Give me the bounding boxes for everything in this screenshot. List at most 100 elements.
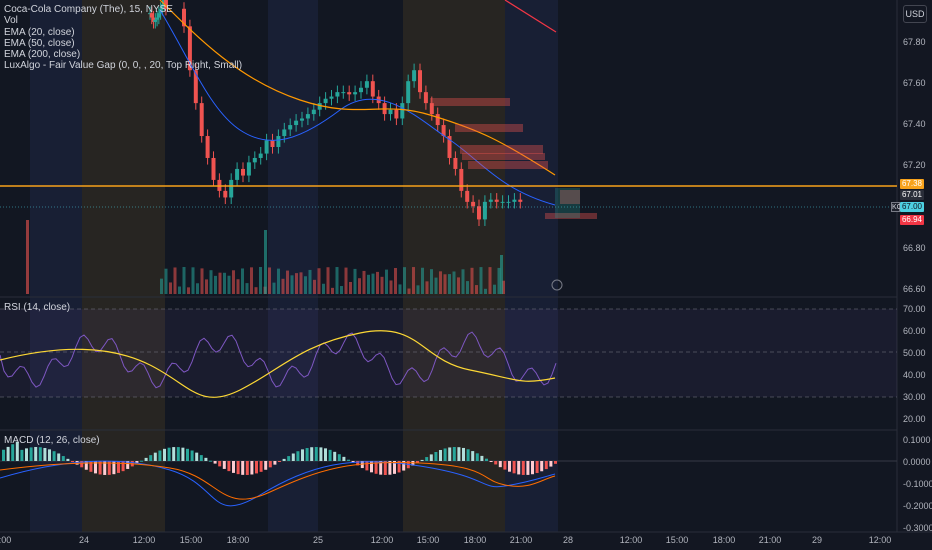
macd-histogram-bar (305, 448, 309, 461)
volume-bar (403, 267, 406, 294)
volume-bar (421, 267, 424, 294)
macd-histogram-bar (452, 447, 456, 461)
volume-bar (430, 269, 433, 294)
time-tick: 15:00 (179, 535, 203, 545)
legend-ema200[interactable]: EMA (200, close) (4, 49, 81, 61)
macd-histogram-bar (333, 451, 337, 461)
volume-bar (376, 271, 379, 294)
fvg-box (468, 161, 548, 169)
macd-histogram-bar (443, 448, 447, 461)
candle-body (512, 199, 517, 202)
macd-histogram-bar (526, 461, 530, 475)
macd-histogram-bar (153, 452, 157, 461)
fvg-box (462, 153, 545, 160)
volume-bar (502, 280, 505, 294)
candle-body (494, 199, 499, 202)
volume-bar (299, 272, 303, 294)
volume-bar (295, 273, 298, 294)
candle-body (500, 201, 505, 203)
candle-body (347, 92, 352, 95)
macd-histogram-bar (393, 461, 396, 474)
macd-tick: -0.1000 (903, 479, 932, 489)
fvg-box (555, 188, 580, 218)
volume-bar (281, 278, 285, 294)
candle-body (353, 92, 358, 95)
macd-histogram-bar (448, 447, 452, 461)
volume-bar (457, 277, 460, 294)
macd-histogram-bar (15, 441, 19, 461)
volume-bar (425, 281, 429, 294)
macd-histogram-bar (84, 461, 88, 470)
candle-body (211, 157, 216, 180)
macd-histogram-bar (57, 453, 61, 461)
macd-histogram-bar (89, 461, 93, 472)
fvg-box (545, 213, 597, 219)
volume-bar (461, 269, 465, 294)
time-tick: 24 (78, 535, 90, 545)
volume-bar (259, 267, 262, 294)
macd-histogram-bar (98, 461, 102, 475)
fvg-box (460, 145, 543, 154)
rsi-tick: 20.00 (903, 414, 926, 424)
macd-histogram-bar (245, 461, 249, 475)
session-band (505, 0, 558, 532)
macd-histogram-bar (512, 461, 516, 474)
candle-body (465, 190, 470, 202)
volume-bar (335, 267, 339, 294)
prev-close-badge: 67.01 (900, 190, 924, 200)
volume-bar (353, 268, 357, 294)
volume-bar (236, 279, 240, 294)
macd-label[interactable]: MACD (12, 26, close) (4, 435, 100, 446)
candle-body (156, 13, 161, 18)
candle-body (518, 199, 523, 202)
macd-histogram-bar (457, 447, 461, 461)
macd-histogram-bar (48, 449, 51, 461)
macd-histogram-bar (282, 458, 286, 461)
volume-bar (443, 274, 447, 294)
fvg-box (560, 190, 580, 204)
legend-fvg[interactable]: LuxAlgo - Fair Value Gap (0, 0, , 20, To… (4, 60, 243, 72)
time-tick: :00 (0, 535, 12, 545)
macd-histogram-bar (301, 449, 304, 461)
macd-histogram-bar (190, 450, 194, 461)
macd-histogram-bar (379, 461, 383, 475)
legend-title[interactable]: Coca-Cola Company (The), 15, NYSE (4, 4, 173, 15)
legend-vol[interactable]: Vol (4, 15, 18, 27)
macd-histogram-bar (328, 449, 332, 461)
legend-ema50[interactable]: EMA (50, close) (4, 37, 75, 49)
lightning-icon (551, 279, 563, 291)
volume-bar (286, 270, 289, 294)
volume-bar (187, 287, 190, 294)
macd-histogram-bar (508, 461, 511, 472)
macd-histogram-bar (209, 460, 212, 462)
volume-bar (169, 282, 172, 294)
macd-histogram-bar (213, 461, 217, 464)
macd-histogram-bar (11, 444, 15, 461)
candle-body (447, 136, 452, 158)
volume-bar (164, 268, 168, 294)
rsi-label[interactable]: RSI (14, close) (4, 302, 71, 313)
macd-histogram-bar (71, 461, 74, 462)
candle-body (406, 81, 411, 104)
price-axis-bg (897, 0, 932, 550)
macd-histogram-bar (554, 461, 557, 464)
macd-histogram-bar (43, 448, 47, 461)
legend-ema20[interactable]: EMA (20, close) (4, 26, 75, 38)
volume-bar (290, 275, 294, 294)
candle-body (435, 114, 440, 126)
currency-button[interactable]: USD (903, 5, 927, 23)
rsi-tick: 50.00 (903, 348, 926, 358)
last-price-badge: 67.00 (900, 202, 924, 212)
price-tick: 66.80 (903, 243, 926, 253)
macd-histogram-bar (475, 453, 479, 461)
candle-body (423, 92, 428, 104)
macd-histogram-bar (342, 456, 346, 461)
volume-bar (358, 278, 361, 294)
macd-histogram-bar (232, 461, 235, 473)
macd-histogram-bar (121, 461, 125, 472)
time-tick: 21:00 (509, 535, 533, 545)
macd-histogram-bar (149, 455, 153, 461)
volume-bar (178, 286, 181, 294)
macd-histogram-bar (466, 449, 470, 461)
